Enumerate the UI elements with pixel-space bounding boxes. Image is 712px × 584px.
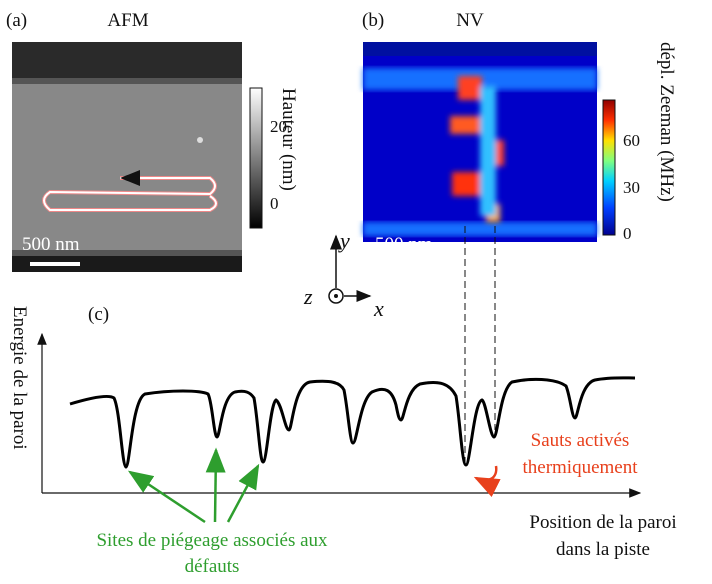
afm-image: 500 nm: [12, 42, 242, 272]
colorbar-title: dépl. Zeeman (MHz): [656, 42, 677, 202]
colorbar-title: Hauteur (nm): [278, 88, 299, 191]
axis-label: x: [373, 296, 384, 321]
jump-arrow: [473, 465, 501, 497]
scale-bar-label: 500 nm: [22, 234, 80, 255]
scale-bar-label: 500 nm: [375, 234, 433, 255]
colorbar-tick: 60: [623, 131, 640, 150]
annotation: thermiquement: [522, 457, 638, 478]
annotation: Sauts activés: [531, 430, 630, 451]
colorbar-tick: 0: [623, 224, 632, 243]
panel-label: (a): [6, 10, 27, 31]
y-label: Energie de la paroi: [9, 306, 30, 450]
colorbar: [249, 87, 263, 229]
colorbar: [602, 99, 616, 236]
annotation: défauts: [185, 556, 240, 577]
colorbar-tick: 20: [270, 117, 287, 136]
colorbar-tick: 30: [623, 178, 640, 197]
x-label: dans la piste: [556, 539, 650, 560]
nv-image: 500 nm: [363, 42, 597, 266]
energy-curve: [69, 376, 636, 469]
axis-label: y: [338, 228, 350, 253]
trap-arrows: [127, 447, 260, 524]
panel-title: AFM: [107, 10, 148, 31]
panel-label: (b): [362, 10, 384, 31]
panel-label: (c): [88, 304, 109, 325]
axes-triad: [328, 234, 372, 304]
panel-title: NV: [456, 10, 484, 31]
colorbar-tick: 0: [270, 194, 279, 213]
x-label: Position de la paroi: [529, 512, 676, 533]
axis-label: z: [303, 284, 313, 309]
annotation: Sites de piégeage associés aux: [96, 530, 328, 551]
